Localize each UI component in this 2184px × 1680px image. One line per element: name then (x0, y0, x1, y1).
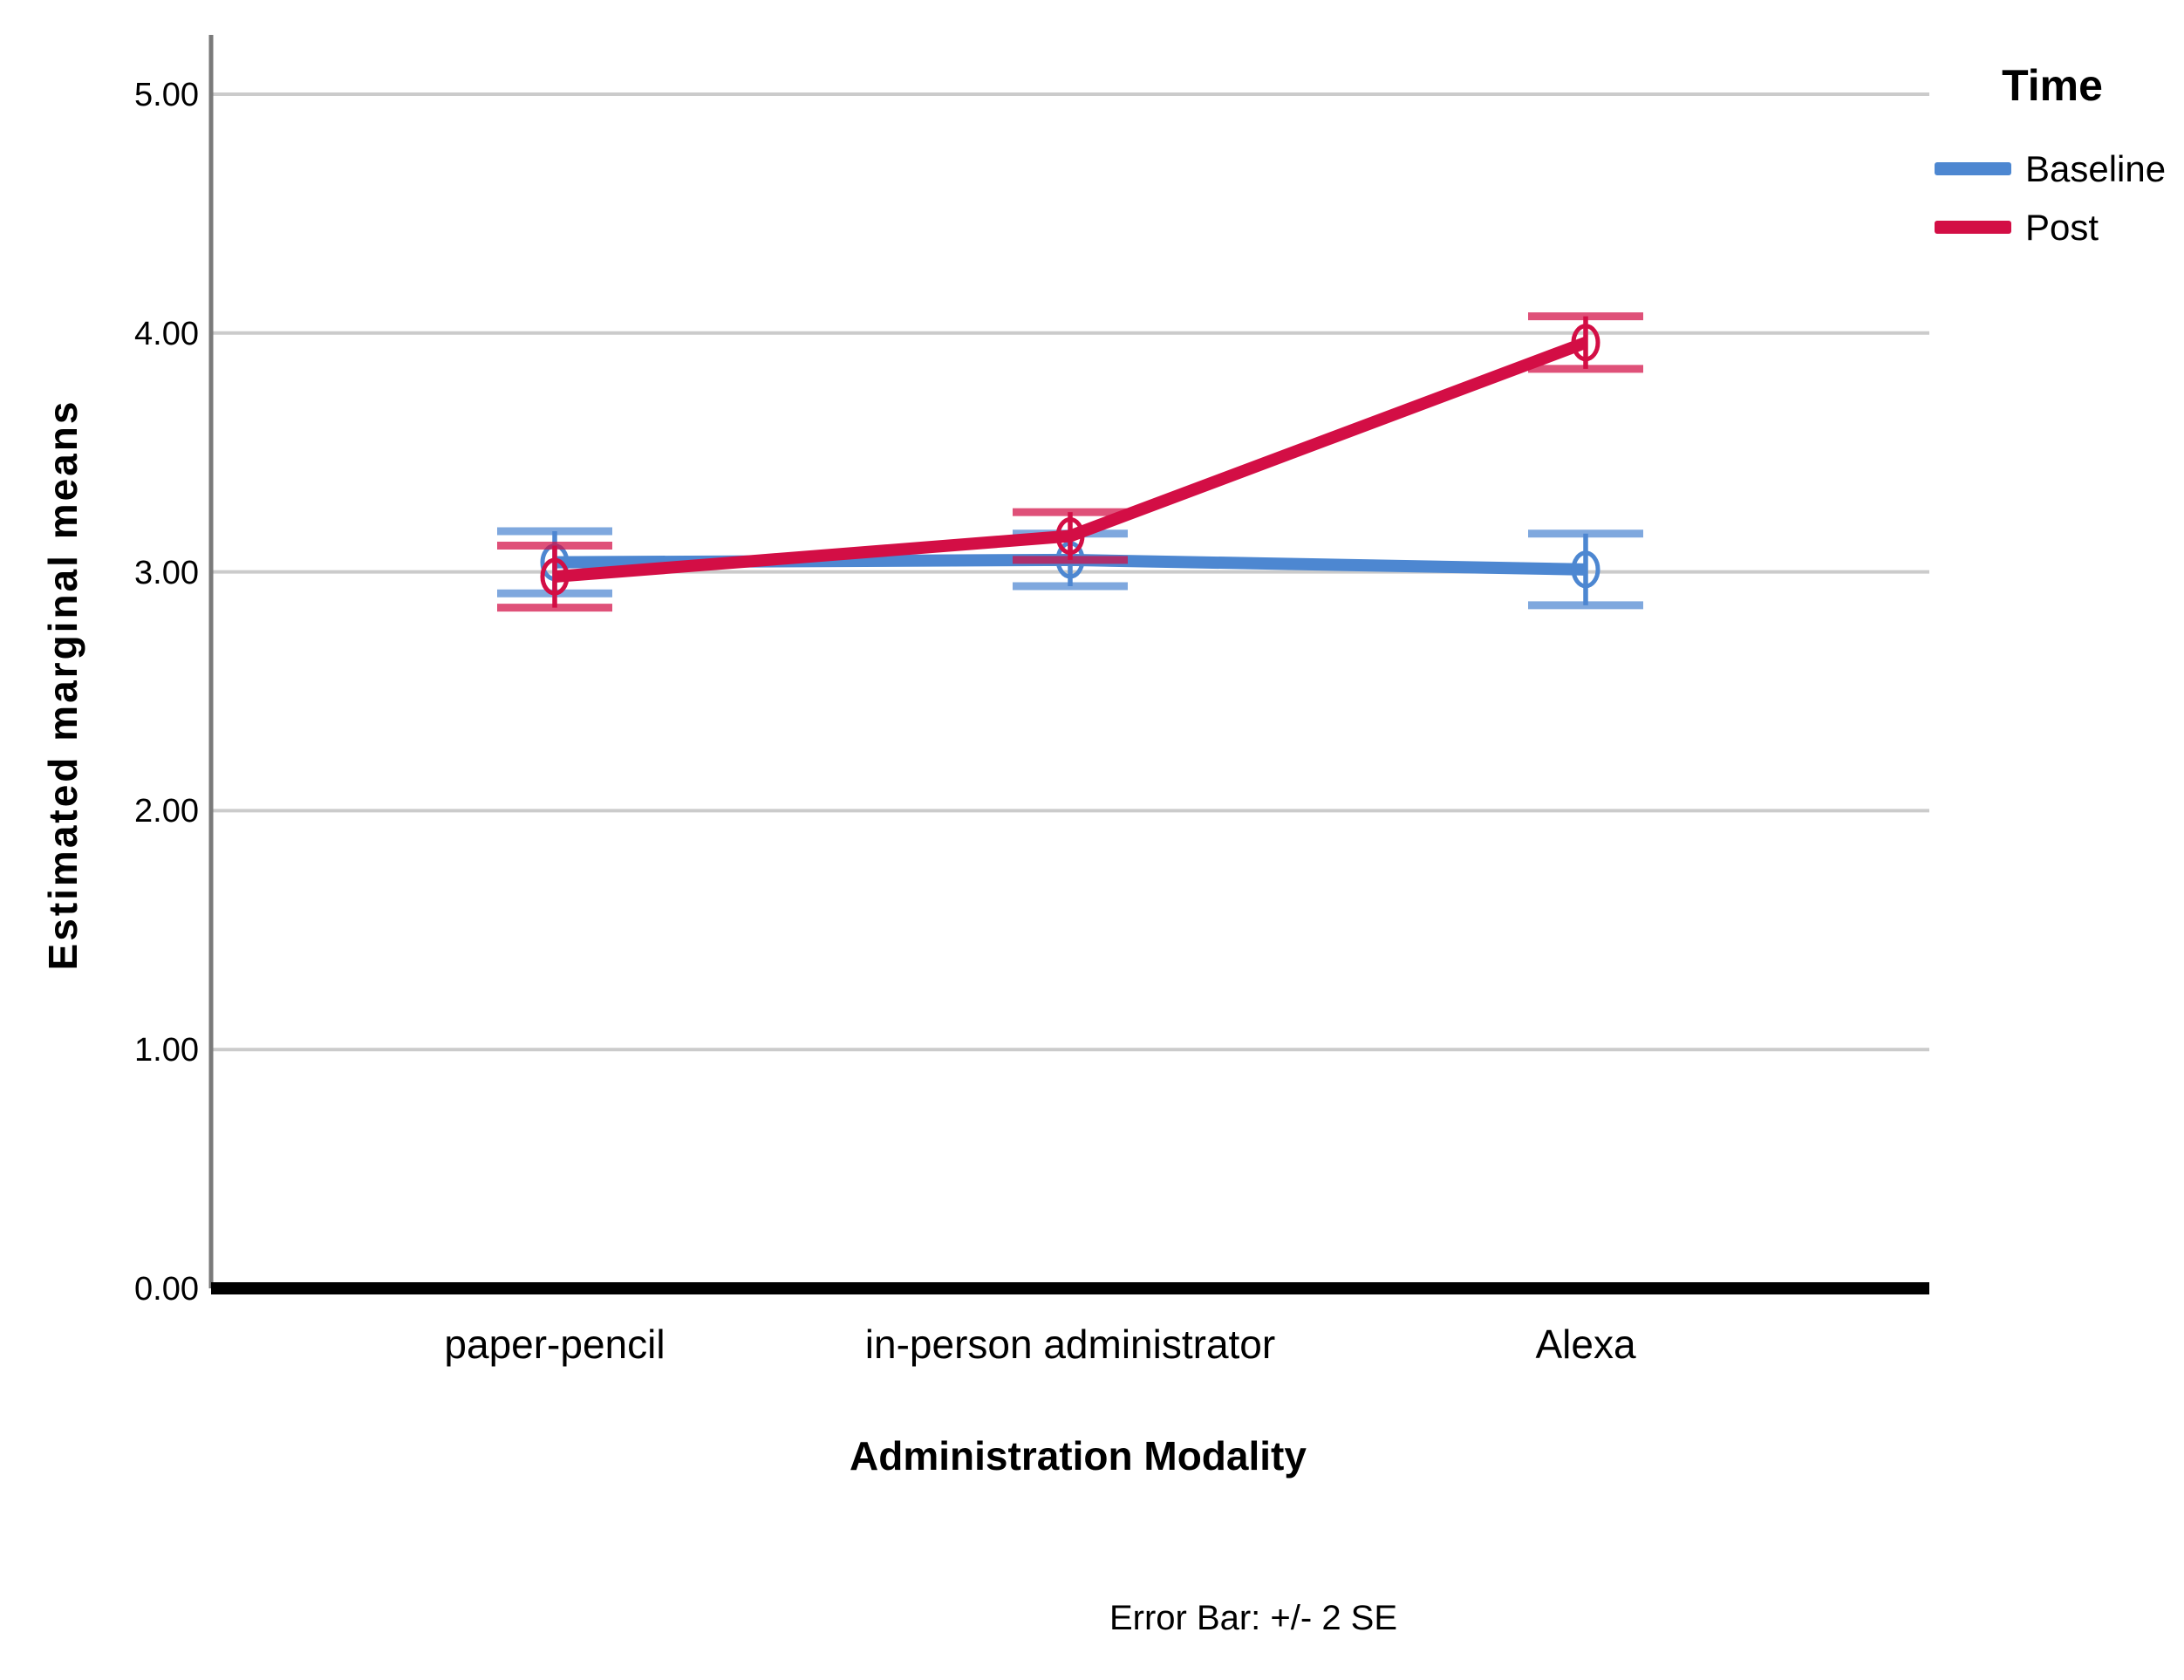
legend-label-post: Post (2025, 207, 2099, 248)
x-axis-title: Administration Modality (850, 1433, 1307, 1479)
y-tick-label: 5.00 (134, 77, 199, 113)
y-tick-label: 1.00 (134, 1032, 199, 1069)
point-marker-post (1571, 324, 1600, 362)
series-layer (497, 312, 1643, 612)
x-category-label: in-person administrator (865, 1321, 1275, 1367)
legend-title: Time (2002, 61, 2103, 110)
x-axis-line (211, 1282, 1929, 1294)
legend: Time Baseline Post (1935, 61, 2166, 248)
gridline-layer (211, 92, 1929, 1290)
legend-swatch-baseline (1935, 162, 2011, 175)
series-line-post (554, 337, 1588, 584)
point-marker-post (540, 557, 570, 596)
legend-swatch-post (1935, 221, 2011, 234)
y-tick-label: 0.00 (134, 1271, 199, 1308)
y-tick-label: 4.00 (134, 316, 199, 352)
point-marker-baseline (1571, 550, 1600, 589)
x-category-label: Alexa (1535, 1321, 1635, 1367)
y-axis-title: Estimated marginal means (40, 400, 85, 971)
point-marker-post (1055, 517, 1085, 556)
legend-label-baseline: Baseline (2025, 148, 2166, 189)
error-bar-note: Error Bar: +/- 2 SE (1109, 1599, 1397, 1637)
x-category-label: paper-pencil (444, 1321, 665, 1367)
y-tick-label: 2.00 (134, 793, 199, 830)
y-tick-label: 3.00 (134, 555, 199, 591)
